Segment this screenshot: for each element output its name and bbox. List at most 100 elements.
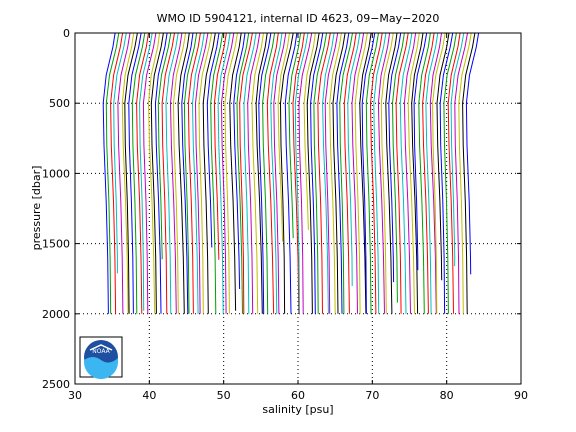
profile-line [403, 32, 417, 314]
profile-line [354, 32, 368, 314]
profile-line [380, 32, 394, 314]
profile-line [391, 32, 405, 303]
x-tick-label: 70 [365, 389, 379, 402]
profile-line [343, 32, 357, 314]
profile-line [191, 32, 205, 314]
profile-line [432, 32, 446, 314]
profile-line [117, 32, 131, 314]
profile-line [258, 32, 272, 314]
profile-line [102, 32, 116, 314]
profile-line [236, 32, 250, 314]
profile-line [324, 32, 339, 314]
profile-line [465, 32, 480, 275]
profile-line [454, 32, 468, 314]
profile-line [373, 32, 387, 314]
profile-line [399, 32, 413, 314]
profile-line [255, 32, 268, 314]
x-tick-label: 80 [440, 389, 454, 402]
profile-line [198, 32, 213, 314]
profile-line [377, 32, 391, 314]
profile-line [147, 32, 161, 314]
profile-line [425, 32, 439, 314]
profile-line [288, 32, 302, 239]
y-tick-label: 500 [49, 97, 70, 110]
profile-line [298, 32, 313, 314]
profile-line [361, 32, 376, 314]
profile-line [458, 32, 472, 314]
profile-line [247, 32, 261, 314]
profile-line [450, 32, 465, 267]
profile-line [110, 32, 124, 314]
profile-line [139, 32, 153, 311]
y-axis-label: pressure [dbar] [30, 166, 43, 251]
profile-line [347, 32, 361, 287]
x-axis-label: salinity [psu] [262, 403, 333, 416]
profile-line [161, 32, 175, 314]
profile-line [306, 32, 320, 314]
profile-line [165, 32, 179, 314]
x-tick-label: 30 [68, 389, 82, 402]
profile-line [154, 32, 168, 314]
profile-line [422, 32, 435, 314]
profile-line [210, 32, 224, 314]
profile-line [105, 32, 120, 314]
profile-curves [102, 32, 480, 314]
profile-line [206, 32, 220, 248]
profile-line [443, 32, 457, 314]
axis-ticks [74, 32, 522, 385]
profile-line [322, 32, 335, 314]
profile-line [359, 32, 372, 314]
profile-line [332, 32, 346, 314]
profile-line [187, 32, 201, 314]
profile-line [262, 32, 276, 314]
profile-line [351, 32, 365, 314]
profile-line [388, 32, 402, 283]
profile-line [229, 32, 242, 311]
x-tick-label: 60 [291, 389, 305, 402]
chart-title: WMO ID 5904121, internal ID 4623, 09−May… [157, 12, 440, 25]
profile-line [310, 32, 324, 314]
profile-line [329, 32, 342, 314]
profile-line [157, 32, 172, 260]
profile-line [385, 32, 398, 314]
profile-line [313, 32, 328, 314]
profile-line [418, 32, 431, 314]
profile-line [279, 32, 294, 314]
profile-line [277, 32, 290, 242]
gridlines [75, 33, 521, 384]
y-tick-label: 0 [63, 27, 70, 40]
profile-line [266, 32, 279, 314]
profile-line [447, 32, 461, 314]
profile-line [339, 32, 353, 314]
y-tick-label: 2500 [42, 378, 70, 391]
profile-line [172, 32, 187, 314]
profile-line [121, 32, 135, 314]
logo-gull [89, 344, 113, 351]
profile-line [369, 32, 383, 314]
y-tick-label: 1500 [42, 238, 70, 251]
profile-line [233, 32, 246, 290]
profile-line [273, 32, 287, 314]
logo-wave [84, 357, 118, 379]
profile-line [395, 32, 409, 314]
y-tick-label: 1000 [42, 167, 70, 180]
profile-line [150, 32, 164, 314]
profile-line [124, 32, 138, 314]
profile-line [169, 32, 183, 314]
profile-line [303, 32, 316, 230]
profile-line [142, 32, 157, 314]
x-tick-labels: 30 40 50 60 70 80 90 [68, 389, 528, 402]
profile-line [202, 32, 216, 314]
profile-line [224, 32, 238, 314]
profile-line [270, 32, 283, 314]
x-tick-label: 50 [217, 389, 231, 402]
profile-line [462, 32, 476, 314]
profile-line [284, 32, 298, 314]
profile-line [136, 32, 149, 314]
x-tick-label: 90 [514, 389, 528, 402]
profile-line [213, 32, 227, 260]
profile-line [239, 32, 253, 314]
profile-line [177, 32, 190, 314]
profile-line [131, 32, 146, 314]
